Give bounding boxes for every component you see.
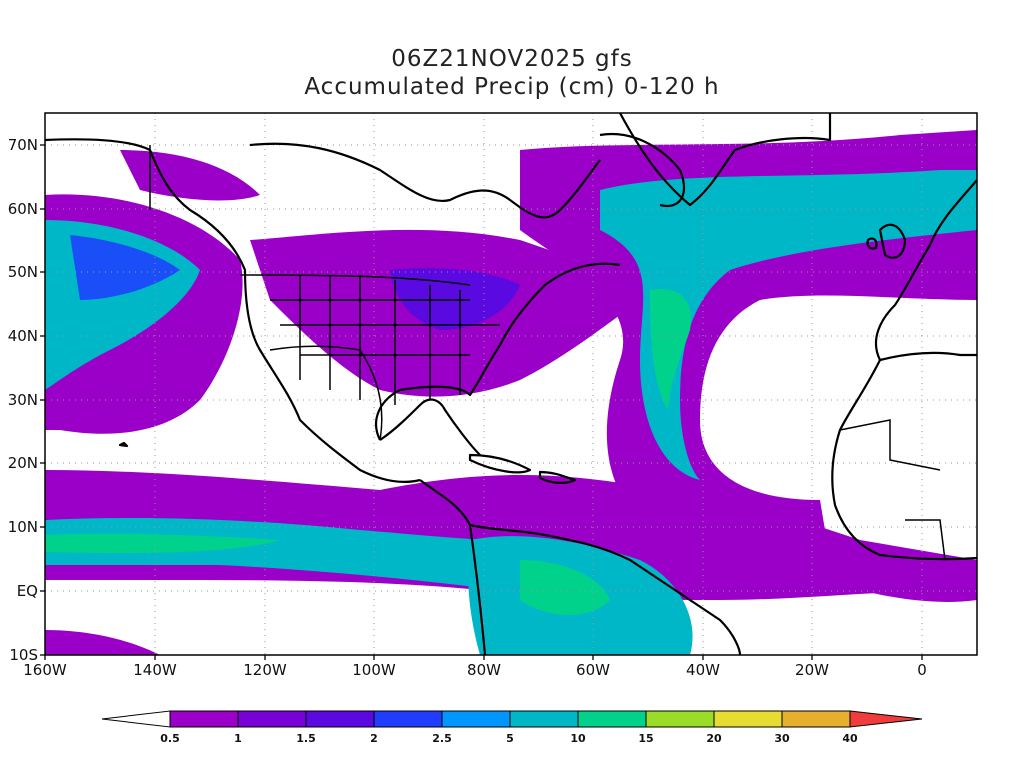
precip-region-sa-core bbox=[520, 560, 610, 615]
precip-field bbox=[45, 113, 977, 655]
precip-region-pacific-core bbox=[70, 235, 180, 300]
axis-ticks bbox=[40, 144, 923, 660]
chart-title: 06Z21NOV2025 gfs bbox=[391, 46, 633, 72]
colorbar-swatch bbox=[305, 710, 375, 728]
colorbar-label: 0.5 bbox=[160, 732, 180, 745]
lon-label: 100W bbox=[352, 661, 396, 679]
lat-label: 40N bbox=[7, 327, 38, 345]
chart-subtitle: Accumulated Precip (cm) 0-120 h bbox=[304, 74, 720, 100]
lat-label: 10N bbox=[7, 518, 38, 536]
colorbar-label: 1.5 bbox=[296, 732, 316, 745]
lon-label: 80W bbox=[467, 661, 501, 679]
colorbar-swatch bbox=[577, 710, 647, 728]
precip-region-south-pacific bbox=[45, 630, 160, 655]
colorbar-label: 40 bbox=[842, 732, 858, 745]
lat-label: 30N bbox=[7, 391, 38, 409]
lat-label: 60N bbox=[7, 200, 38, 218]
lon-label: 20W bbox=[795, 661, 829, 679]
lon-label: 60W bbox=[576, 661, 610, 679]
colorbar-over-arrow bbox=[849, 710, 923, 728]
lon-label: 140W bbox=[133, 661, 177, 679]
lat-label: 20N bbox=[7, 454, 38, 472]
colorbar-swatch bbox=[781, 710, 851, 728]
precip-region-itcz-core bbox=[45, 533, 280, 554]
colorbar bbox=[101, 710, 923, 728]
lat-label: 70N bbox=[7, 136, 38, 154]
colorbar-label: 10 bbox=[570, 732, 586, 745]
precip-region-gulf-guinea bbox=[860, 557, 977, 602]
precip-region-atlantic-core bbox=[650, 289, 691, 410]
colorbar-label: 2.5 bbox=[432, 732, 452, 745]
precip-region-na-core bbox=[390, 268, 520, 330]
colorbar-swatch bbox=[373, 710, 443, 728]
lon-label: 160W bbox=[23, 661, 67, 679]
colorbar-swatch bbox=[509, 710, 579, 728]
colorbar-swatch bbox=[713, 710, 783, 728]
colorbar-label: 2 bbox=[370, 732, 378, 745]
colorbar-swatch bbox=[237, 710, 307, 728]
colorbar-label: 1 bbox=[234, 732, 242, 745]
lat-label: 10S bbox=[9, 646, 38, 664]
colorbar-swatch bbox=[169, 710, 239, 728]
precip-region-atlantic-band bbox=[600, 170, 977, 480]
colorbar-label: 20 bbox=[706, 732, 722, 745]
lon-label: 120W bbox=[243, 661, 287, 679]
map-frame bbox=[44, 112, 978, 656]
colorbar-swatch bbox=[645, 710, 715, 728]
colorbar-label: 5 bbox=[506, 732, 514, 745]
political-boundaries bbox=[149, 145, 946, 561]
lon-label: 40W bbox=[686, 661, 720, 679]
colorbar-swatch bbox=[441, 710, 511, 728]
colorbar-label: 15 bbox=[638, 732, 654, 745]
grid-lines bbox=[45, 113, 977, 655]
colorbar-under-arrow bbox=[101, 710, 171, 728]
colorbar-label: 30 bbox=[774, 732, 790, 745]
lat-label: 50N bbox=[7, 263, 38, 281]
lat-label: EQ bbox=[16, 582, 38, 600]
lon-label: 0 bbox=[917, 661, 927, 679]
